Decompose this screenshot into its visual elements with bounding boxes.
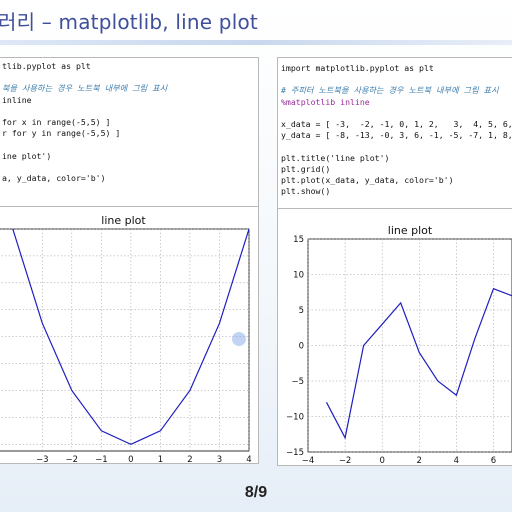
plot-frame (0, 228, 250, 452)
x-tick-label: 4 (454, 456, 459, 466)
code-line: x_data = [ -3, -2, -1, 0, 1, 2, 3, 4, 5,… (281, 118, 512, 129)
code-line: # 주피터 노트북을 사용하는 경우 노트북 내부에 그림 표시 (281, 85, 499, 96)
series-line (12, 229, 249, 445)
code-line: tlib.pyplot as plt (2, 61, 91, 71)
code-line: import matplotlib.pyplot as plt (281, 63, 434, 73)
code-line: 북을 사용하는 경우 노트북 내부에 그림 표시 (2, 83, 168, 94)
x-tick-label: −2 (339, 456, 352, 466)
code-line (2, 139, 256, 150)
x-tick-label: 3 (217, 455, 222, 464)
code-line: y_data = [ -8, -13, -0, 3, 6, -1, -5, -7… (281, 130, 512, 141)
code-line: inline (2, 94, 32, 105)
chart-title: line plot (101, 214, 146, 227)
y-tick-label: 15 (293, 235, 304, 245)
code-line (2, 72, 256, 83)
y-tick-label: 5 (299, 306, 304, 316)
code-line: plt.title('line plot') (281, 152, 390, 163)
slide-title: 러리 – matplotlib, line plot (0, 10, 258, 34)
x-tick-label: 0 (128, 455, 133, 464)
x-tick-label: −1 (95, 455, 108, 464)
x-tick-label: 4 (246, 455, 251, 464)
left-code-cell[interactable]: tlib.pyplot as plt 북을 사용하는 경우 노트북 내부에 그림… (0, 57, 259, 207)
code-line: a, y_data, color='b') (2, 172, 106, 183)
y-tick-label: −5 (291, 377, 304, 387)
y-tick-label: −15 (286, 448, 304, 458)
x-tick-label: 2 (187, 455, 192, 464)
left-line-chart: line plot −3 −2 −1 0 1 2 3 4 (0, 214, 252, 464)
x-tick-label: −2 (66, 455, 79, 464)
right-plot-output: line plot −4 −2 0 2 4 6 15 10 5 0 −5 −10 −15 (277, 208, 512, 466)
code-line (2, 162, 256, 173)
code-line: r for y in range(-5,5) ] (2, 128, 121, 139)
code-line: %matplotlib inline (281, 96, 370, 107)
x-tick-label: 6 (491, 456, 496, 466)
code-line (281, 141, 512, 152)
right-line-chart: line plot −4 −2 0 2 4 6 15 10 5 0 −5 −10 −15 (286, 224, 512, 466)
y-tick-label: −10 (286, 413, 304, 423)
code-line: ine plot') (2, 150, 52, 161)
title-divider (0, 40, 512, 45)
code-line (281, 74, 512, 85)
x-tick-label: 0 (379, 456, 384, 466)
code-line: for x in range(-5,5) ] (2, 116, 111, 127)
code-line: plt.plot(x_data, y_data, color='b') (281, 174, 454, 185)
x-tick-label: −3 (36, 455, 49, 464)
page-number: 8/9 (244, 484, 268, 501)
code-line (2, 106, 256, 117)
x-tick-label: −4 (302, 456, 315, 466)
series-line (325, 287, 512, 440)
code-line: plt.show() (281, 186, 331, 197)
right-code-cell[interactable]: import matplotlib.pyplot as plt # 주피터 노트… (277, 57, 512, 209)
code-line (281, 108, 512, 119)
left-plot-output: line plot −3 −2 −1 0 1 2 3 4 (0, 206, 259, 464)
y-tick-label: 0 (299, 342, 304, 352)
code-line: plt.grid() (281, 163, 331, 174)
mouse-cursor-highlight (232, 332, 246, 346)
x-tick-label: 1 (158, 455, 163, 464)
y-tick-label: 10 (293, 271, 304, 281)
x-tick-label: 2 (417, 456, 422, 466)
chart-title: line plot (388, 224, 433, 237)
